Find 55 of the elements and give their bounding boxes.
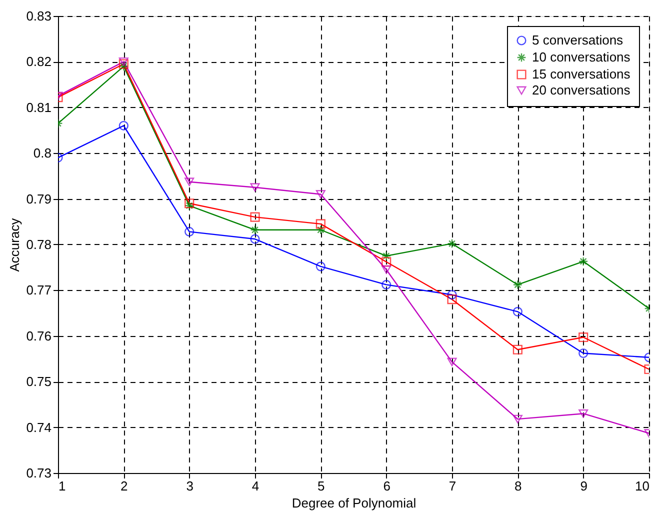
legend-label: 10 conversations — [532, 50, 631, 64]
point — [512, 280, 522, 290]
point — [118, 61, 128, 72]
x-tick-label: 5 — [318, 478, 325, 494]
point — [512, 344, 522, 354]
y-tick-label: 0.8 — [33, 146, 52, 161]
legend-label: 15 conversations — [532, 66, 631, 82]
x-tick-label: 8 — [514, 478, 522, 494]
x-tick-label: 4 — [252, 478, 260, 494]
legend-label: 20 conversations — [532, 82, 631, 98]
y-tick-label: 0.76 — [26, 328, 52, 344]
point — [250, 234, 260, 244]
point — [250, 212, 260, 222]
point — [578, 332, 588, 342]
y-axis-title: Accuracy — [7, 218, 22, 272]
point — [184, 178, 194, 186]
point — [578, 348, 588, 358]
point — [382, 280, 392, 290]
y-tick-label: 0.83 — [26, 8, 52, 24]
y-tick-label: 0.78 — [26, 237, 52, 252]
y-tick-label: 0.77 — [26, 282, 52, 298]
x-tick-label: 6 — [383, 478, 390, 494]
x-tick-label: 7 — [448, 478, 456, 494]
point — [447, 290, 457, 300]
point — [512, 414, 522, 424]
y-tick-label: 0.75 — [26, 374, 52, 390]
x-tick-label: 3 — [186, 478, 194, 494]
point — [316, 262, 326, 272]
x-axis-title: Degree of Polynomial — [292, 496, 416, 510]
y-tick-label: 0.79 — [26, 191, 52, 206]
legend-label: 5 conversations — [532, 32, 624, 48]
x-tick-label: 2 — [120, 478, 128, 494]
point — [316, 225, 326, 235]
point — [250, 183, 260, 192]
x-tick-label: 1 — [58, 478, 66, 494]
point — [118, 120, 128, 130]
x-tick-label: 9 — [580, 478, 588, 494]
point — [578, 256, 588, 266]
point — [316, 190, 326, 198]
point — [512, 306, 522, 316]
point — [382, 265, 392, 274]
point — [447, 358, 457, 366]
point — [447, 238, 457, 248]
point — [118, 57, 128, 66]
y-tick-label: 0.82 — [26, 54, 52, 70]
x-tick-label: 10 — [635, 478, 650, 494]
y-tick-label: 0.74 — [26, 420, 52, 435]
point — [382, 251, 392, 261]
point — [447, 294, 457, 304]
point — [578, 409, 588, 418]
y-tick-label: 0.81 — [26, 100, 52, 115]
point — [184, 226, 194, 236]
point — [316, 219, 326, 229]
point — [250, 225, 260, 235]
y-tick-label: 0.73 — [26, 466, 52, 480]
